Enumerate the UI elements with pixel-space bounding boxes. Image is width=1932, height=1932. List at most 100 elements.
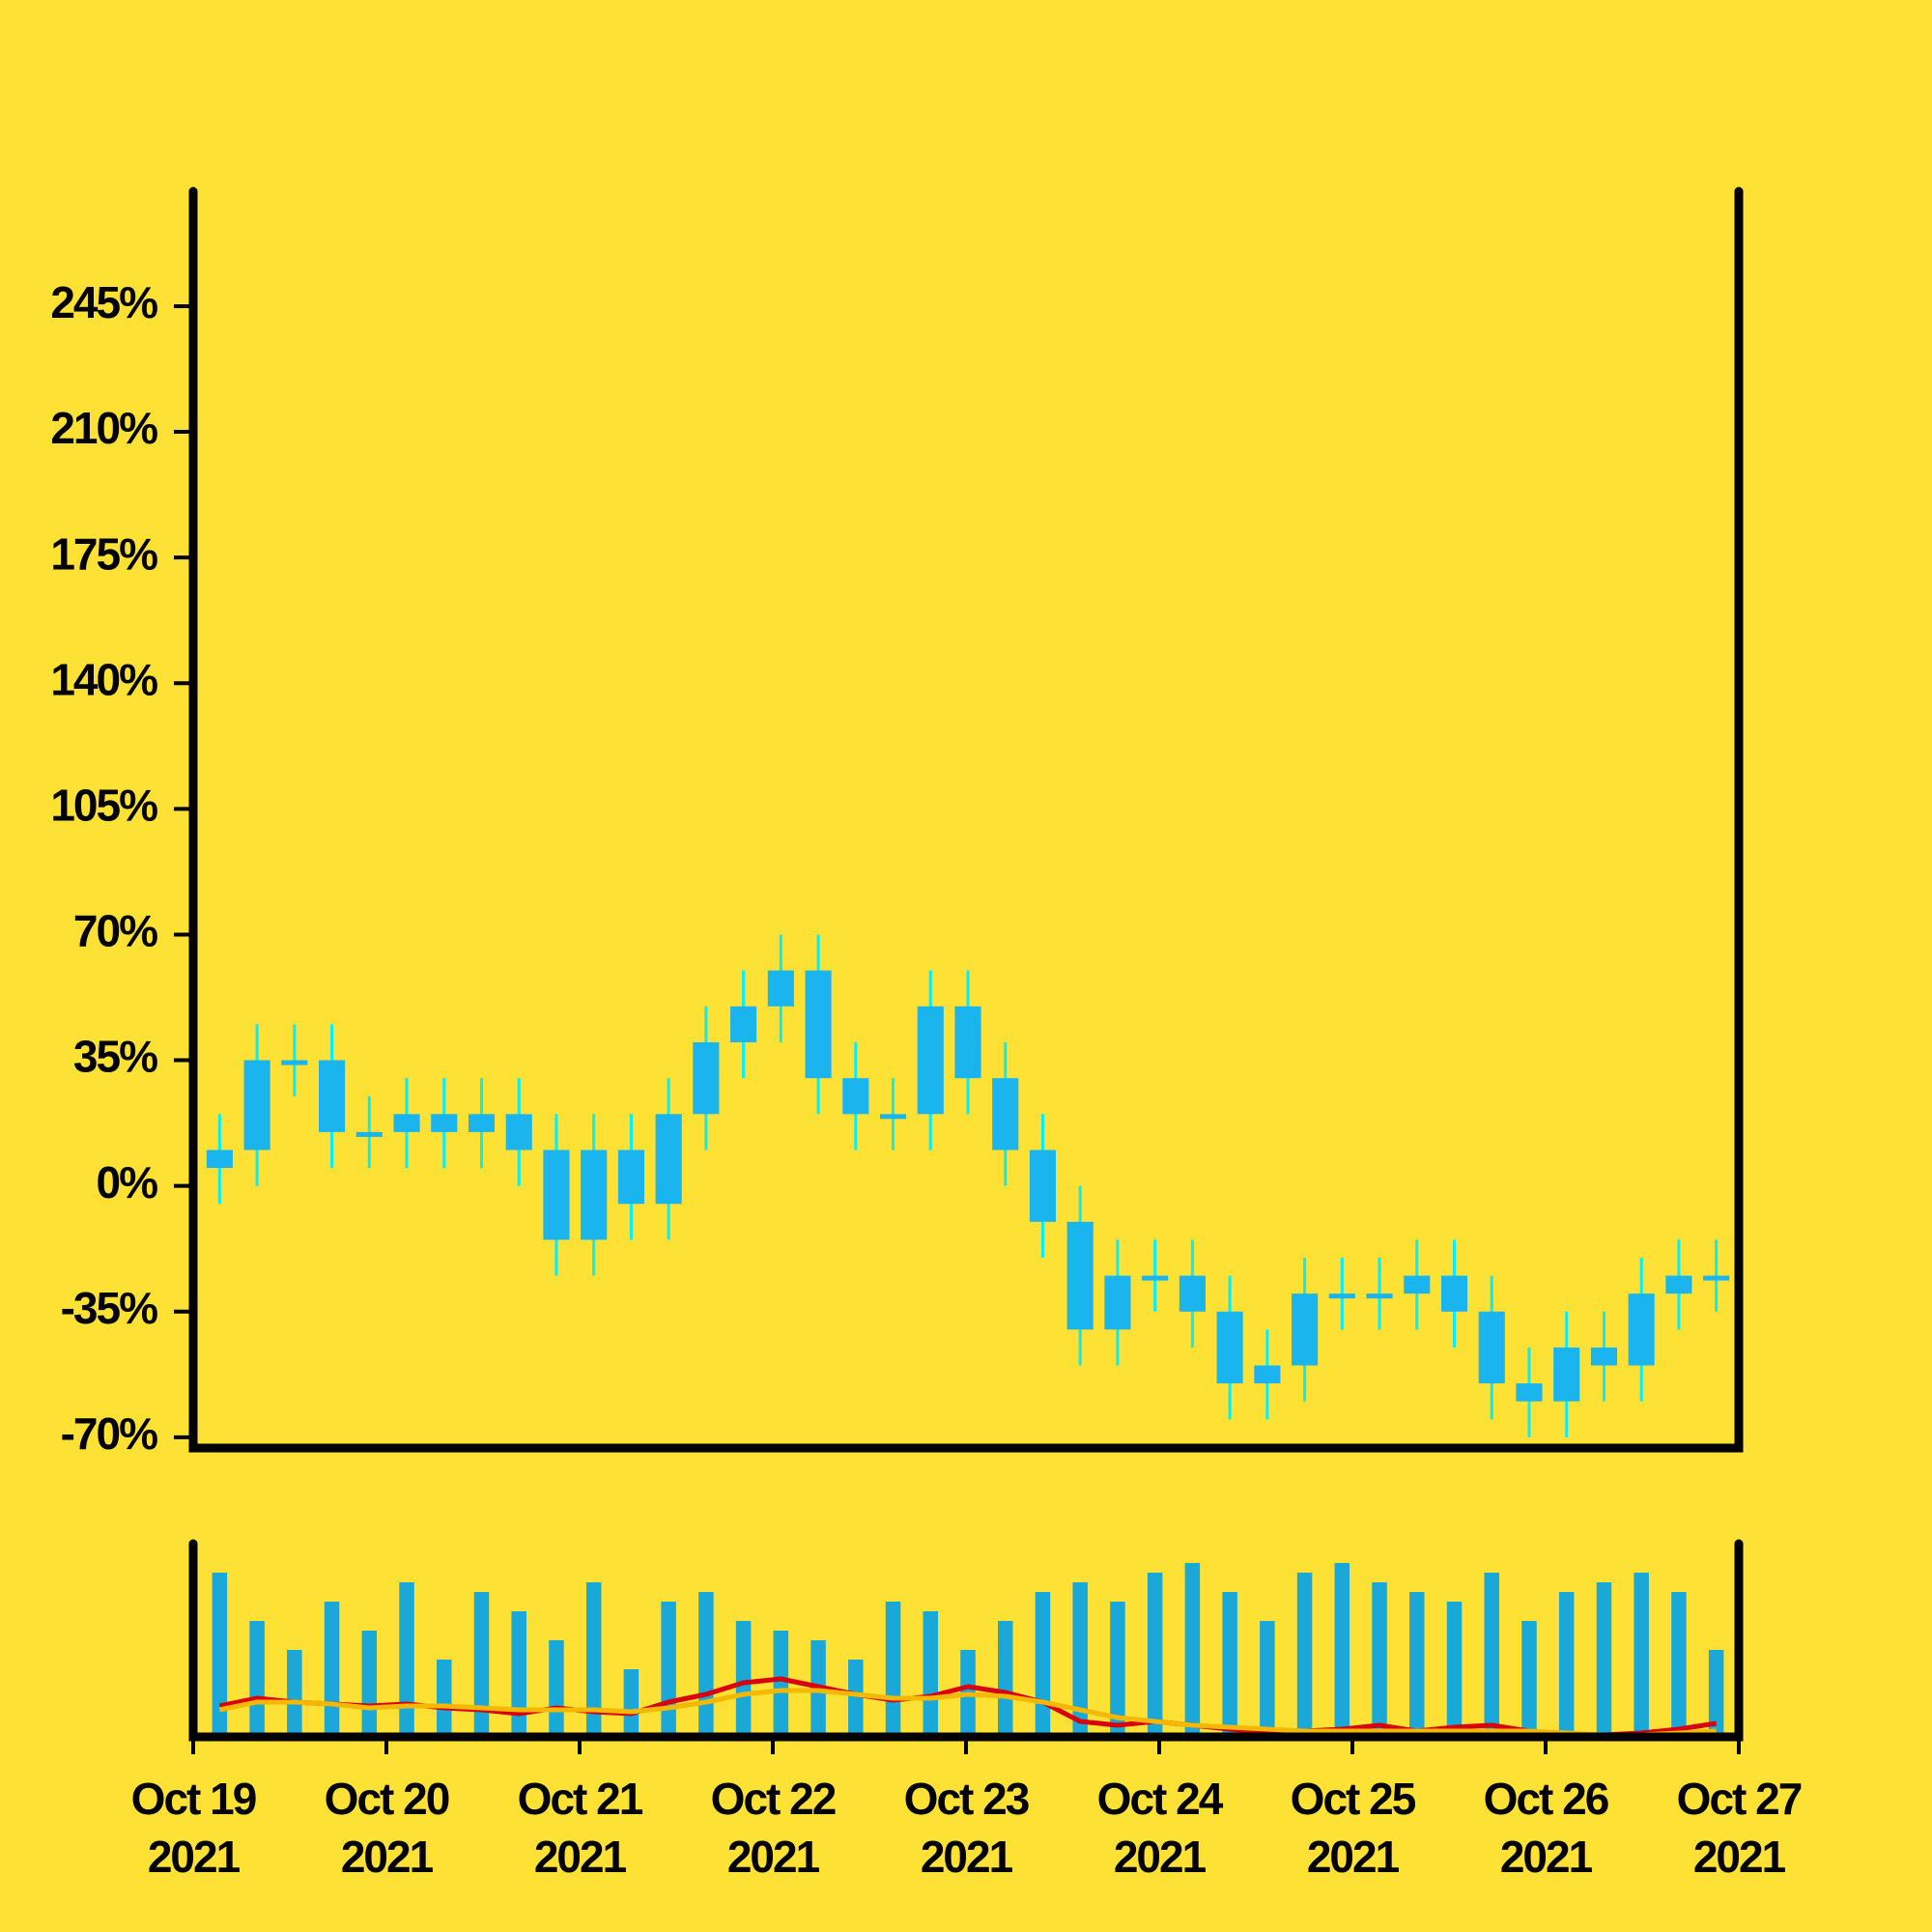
candle-body [1029,1150,1057,1222]
candle-body [1478,1311,1505,1384]
axis-frame [188,1539,1744,1742]
candle-body [281,1060,308,1065]
y-tick-label: 140% [50,654,157,704]
candle-body [1066,1221,1094,1330]
volume-bar [735,1621,752,1737]
candle-body [1703,1275,1730,1281]
x-tick-label: Oct 26 [1484,1774,1608,1824]
volume-bar [773,1631,789,1737]
volume-bar [549,1640,564,1737]
candle-body [1366,1293,1393,1299]
moving-average-line [218,1688,1717,1738]
volume-bar [1035,1592,1051,1737]
volume-bar [623,1669,639,1737]
candle-body [1328,1293,1355,1299]
volume-bar [1260,1621,1275,1737]
volume-bar [1596,1582,1612,1737]
x-tick-label: Oct 25 [1291,1774,1416,1824]
x-tick-label: Oct 19 [131,1774,256,1824]
candle-body [1590,1347,1617,1366]
volume-bar [437,1660,452,1737]
volume-bar [1147,1573,1163,1737]
candle-body [1516,1383,1543,1402]
candle-body [879,1114,907,1120]
y-tick-label: 35% [73,1032,157,1082]
y-tick-label: 175% [50,528,157,579]
x-tick-label: 2021 [341,1832,434,1882]
candle-body [655,1114,682,1205]
candle-body [1665,1275,1692,1294]
volume-bar [1296,1573,1313,1737]
candle-body [393,1114,420,1132]
volume-bar [1110,1602,1125,1737]
volume-bar [585,1582,602,1737]
candle-body [730,1006,757,1042]
volume-bar [1184,1563,1201,1737]
axis-frame [188,186,1744,1453]
y-tick-label: 210% [50,403,157,453]
volume-bar [1671,1592,1687,1737]
candle-body [767,970,794,1007]
candle-body [1254,1365,1281,1384]
volume-bar [698,1592,714,1737]
x-tick-label: Oct 20 [325,1774,449,1824]
volume-bar [1372,1582,1387,1737]
candle-body [431,1114,458,1132]
volume-bar [399,1582,414,1737]
x-tick-label: Oct 21 [518,1774,643,1824]
volume-bar [1634,1573,1649,1737]
volume-bar [1521,1621,1537,1737]
candle-body [1628,1293,1655,1366]
volume-bar [212,1573,228,1737]
volume-bar [1558,1592,1575,1737]
candle-body [1104,1275,1131,1330]
candle-body [355,1131,383,1137]
candle-body [1292,1293,1319,1366]
volume-bar [1484,1573,1499,1737]
candle-body [581,1150,608,1240]
volume-bar [1222,1592,1237,1737]
volume-bar [249,1621,265,1737]
candle-body [1179,1275,1206,1312]
x-tick-label: Oct 23 [904,1774,1029,1824]
candle-body [243,1060,270,1151]
candle-body [505,1114,532,1151]
y-tick-label: -70% [61,1408,157,1459]
volume-bar [473,1592,490,1737]
volume-bar [511,1611,526,1737]
volume-bar [1446,1602,1463,1737]
x-tick-label: 2021 [1693,1832,1786,1882]
y-tick-label: 70% [73,906,157,956]
candle-body [693,1041,720,1115]
y-tick-label: 245% [50,277,157,327]
x-tick-label: 2021 [727,1832,820,1882]
y-tick-label: -35% [61,1283,157,1333]
candle-body [842,1078,869,1115]
y-tick-label: 105% [50,781,157,831]
candle-body [917,1006,944,1115]
x-tick-label: 2021 [1114,1832,1207,1882]
volume-bar [885,1602,901,1737]
volume-bar [287,1650,302,1737]
x-tick-label: Oct 27 [1677,1774,1802,1824]
candle-body [992,1078,1019,1151]
x-tick-label: Oct 22 [711,1774,836,1824]
candle-body [468,1114,496,1132]
x-tick-label: 2021 [148,1832,241,1882]
x-tick-label: 2021 [534,1832,627,1882]
volume-bar [661,1602,676,1737]
volume-bar [361,1631,378,1737]
x-tick-label: 2021 [1307,1832,1400,1882]
volume-bar [1334,1563,1350,1737]
x-tick-label: 2021 [1500,1832,1593,1882]
candle-body [543,1150,570,1240]
candle-body [319,1060,346,1132]
candle-body [954,1006,981,1079]
candle-body [1440,1275,1468,1312]
volume-bar [324,1602,340,1737]
candle-body [1216,1311,1243,1384]
volume-bar [1409,1592,1425,1737]
candle-body [206,1150,233,1169]
